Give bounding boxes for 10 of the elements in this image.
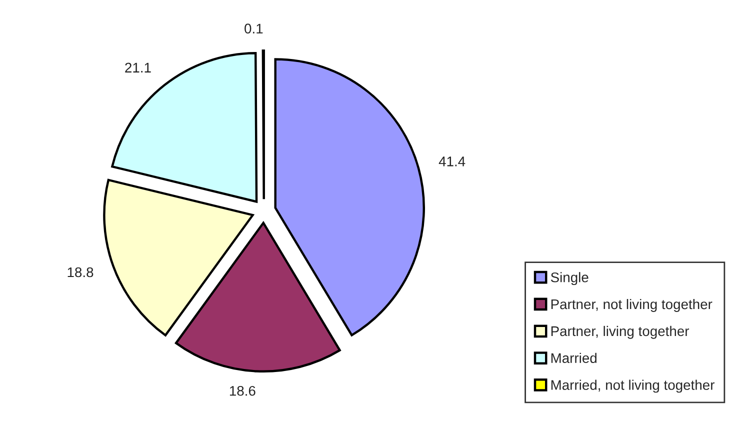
data-label: 0.1 [244,24,263,34]
data-label: 21.1 [125,62,151,72]
legend-label: Partner, not living together [551,298,712,312]
legend-label: Partner, living together [551,326,690,339]
data-label: 18.8 [68,267,94,278]
legend-label: Married, not living together [551,380,714,393]
data-label: 18.6 [230,386,256,396]
legend-label: Single [550,272,588,286]
legend-label: Married [551,352,596,364]
data-label: 41.4 [438,156,466,166]
